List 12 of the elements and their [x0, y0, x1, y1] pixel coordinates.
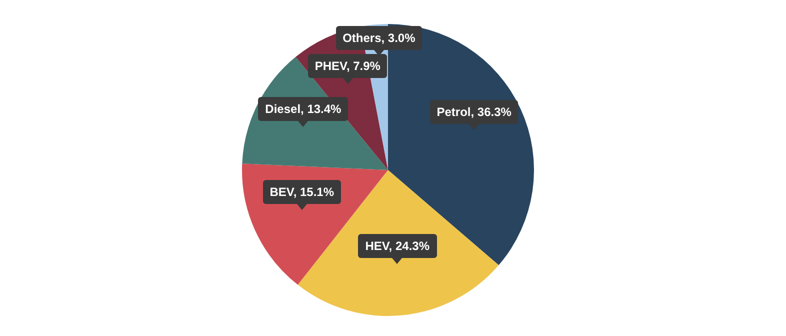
slice-label: HEV — [365, 239, 389, 254]
data-label: , 36.3% — [470, 105, 512, 120]
data-label: , 3.0% — [381, 31, 416, 45]
slice-label: Diesel — [265, 102, 301, 116]
data-label: , 24.3% — [388, 239, 430, 254]
data-label: , 13.4% — [300, 102, 342, 116]
slice-label: Others — [342, 31, 382, 45]
data-label: , 7.9% — [346, 59, 380, 73]
slice-label: Petrol — [436, 105, 471, 120]
slice-label: BEV — [270, 184, 294, 199]
data-label: , 15.1% — [293, 184, 334, 199]
slice-label: PHEV — [314, 59, 346, 73]
